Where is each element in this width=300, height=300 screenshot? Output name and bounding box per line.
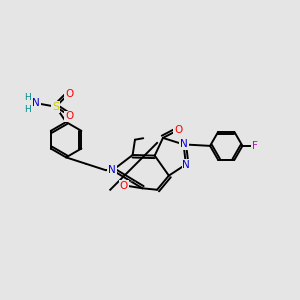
Text: N: N xyxy=(108,165,116,175)
Text: O: O xyxy=(65,89,74,99)
Text: N: N xyxy=(180,139,188,149)
Text: −: − xyxy=(128,176,135,185)
Text: S: S xyxy=(52,102,59,112)
Text: N: N xyxy=(32,98,40,108)
Text: H: H xyxy=(24,105,31,114)
Text: N: N xyxy=(109,165,116,175)
Text: H: H xyxy=(24,93,31,102)
Text: N: N xyxy=(182,160,190,170)
Text: O: O xyxy=(65,111,74,122)
Text: O: O xyxy=(120,181,128,190)
Text: O: O xyxy=(174,125,182,135)
Text: F: F xyxy=(252,141,258,151)
